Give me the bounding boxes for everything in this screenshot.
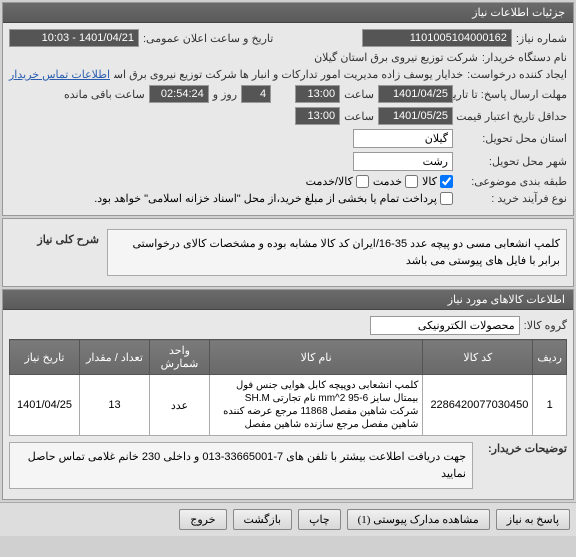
row-validity: حداقل تاریخ اعتبار قیمت تا تاریخ: 1401/0… (9, 107, 567, 125)
goods-table: ردیف کد کالا نام کالا واحد شمارش تعداد /… (9, 339, 567, 436)
goods-panel: اطلاعات کالاهای مورد نیاز گروه کالا: محص… (2, 289, 574, 500)
buyer-label: نام دستگاه خریدار: (482, 51, 567, 64)
contact-link[interactable]: اطلاعات تماس خریدار (9, 68, 110, 81)
remain-time: 02:54:24 (149, 85, 209, 103)
province-label: استان محل تحویل: (457, 132, 567, 145)
remain-days-label: روز و (213, 88, 237, 101)
table-row[interactable]: 1 2286420077030450 کلمپ انشعابی دوپیچه ک… (10, 375, 567, 436)
cell-name: کلمپ انشعابی دوپیچه کابل هوایی جنس فول ب… (210, 375, 423, 436)
row-process: نوع فرآیند خرید : پرداخت تمام یا بخشی از… (9, 192, 567, 205)
city-value: رشت (353, 152, 453, 171)
notes-text: جهت دریافت اطلاعت بیشتر با تلفن های 7-33… (9, 442, 473, 489)
back-button[interactable]: بازگشت (233, 509, 293, 530)
group-label: گروه کالا: (524, 319, 567, 332)
buyer-value: شرکت توزیع نیروی برق استان گیلان (314, 51, 478, 64)
row-city: شهر محل تحویل: رشت (9, 152, 567, 171)
th-date: تاریخ نیاز (10, 340, 80, 375)
validity-date: 1401/05/25 (378, 107, 453, 125)
main-panel-title: جزئیات اطلاعات نیاز (3, 3, 573, 23)
reply-button[interactable]: پاسخ به نیاز (496, 509, 570, 530)
cell-unit: عدد (150, 375, 210, 436)
row-notes: توضیحات خریدار: جهت دریافت اطلاعت بیشتر … (9, 442, 567, 489)
validity-label: حداقل تاریخ اعتبار قیمت تا تاریخ: (457, 110, 567, 123)
notes-label: توضیحات خریدار: (477, 442, 567, 455)
cell-code: 2286420077030450 (423, 375, 533, 436)
remain-suffix: ساعت باقی مانده (64, 88, 145, 101)
deadline-time: 13:00 (295, 85, 340, 103)
chk-both-input[interactable] (356, 175, 369, 188)
creator-value: خدایار یوسف زاده مدیریت امور تدارکات و ا… (114, 68, 463, 81)
row-creator: ایجاد کننده درخواست: خدایار یوسف زاده مد… (9, 68, 567, 81)
th-code: کد کالا (423, 340, 533, 375)
table-header-row: ردیف کد کالا نام کالا واحد شمارش تعداد /… (10, 340, 567, 375)
needs-label: طبقه بندی موضوعی: (457, 175, 567, 188)
chk-process[interactable]: پرداخت تمام یا بخشی از مبلغ خرید،از محل … (94, 192, 453, 205)
desc-text: کلمپ انشعابی مسی دو پیچه عدد 35-16/ایران… (107, 229, 567, 276)
cell-qty: 13 (80, 375, 150, 436)
button-bar: پاسخ به نیاز مشاهده مدارک پیوستی (1) چاپ… (0, 502, 576, 536)
cell-idx: 1 (533, 375, 567, 436)
details-body: شماره نیاز: 1101005104000162 تاریخ و ساع… (3, 23, 573, 215)
chk-service-input[interactable] (405, 175, 418, 188)
goods-panel-title: اطلاعات کالاهای مورد نیاز (3, 290, 573, 310)
print-button[interactable]: چاپ (298, 509, 341, 530)
row-deadline: مهلت ارسال پاسخ: تا تاریخ: 1401/04/25 سا… (9, 85, 567, 103)
creator-label: ایجاد کننده درخواست: (467, 68, 567, 81)
desc-panel: کلمپ انشعابی مسی دو پیچه عدد 35-16/ایران… (2, 218, 574, 287)
th-idx: ردیف (533, 340, 567, 375)
deadline-time-lbl: ساعت (344, 88, 374, 101)
chk-process-input[interactable] (440, 192, 453, 205)
exit-button[interactable]: خروج (179, 509, 226, 530)
process-label: نوع فرآیند خرید : (457, 192, 567, 205)
row-need-number: شماره نیاز: 1101005104000162 تاریخ و ساع… (9, 29, 567, 47)
announce-label: تاریخ و ساعت اعلان عمومی: (143, 32, 273, 45)
row-classification: طبقه بندی موضوعی: کالا خدمت کالا/خدمت (9, 175, 567, 188)
desc-title: شرح کلی نیاز (9, 225, 99, 246)
province-value: گیلان (353, 129, 453, 148)
chk-service[interactable]: خدمت (373, 175, 418, 188)
row-group: گروه کالا: محصولات الکترونیکی (9, 316, 567, 335)
row-buyer: نام دستگاه خریدار: شرکت توزیع نیروی برق … (9, 51, 567, 64)
deadline-date: 1401/04/25 (378, 85, 453, 103)
group-value: محصولات الکترونیکی (370, 316, 520, 335)
chk-both[interactable]: کالا/خدمت (306, 175, 369, 188)
th-name: نام کالا (210, 340, 423, 375)
th-unit: واحد شمارش (150, 340, 210, 375)
attachments-button[interactable]: مشاهده مدارک پیوستی (1) (347, 509, 490, 530)
need-number-label: شماره نیاز: (516, 32, 567, 45)
need-number-value: 1101005104000162 (362, 29, 512, 47)
validity-time: 13:00 (295, 107, 340, 125)
cell-date: 1401/04/25 (10, 375, 80, 436)
announce-value: 1401/04/21 - 10:03 (9, 29, 139, 47)
validity-time-lbl: ساعت (344, 110, 374, 123)
row-province: استان محل تحویل: گیلان (9, 129, 567, 148)
chk-goods[interactable]: کالا (422, 175, 453, 188)
main-panel: جزئیات اطلاعات نیاز شماره نیاز: 11010051… (2, 2, 574, 216)
city-label: شهر محل تحویل: (457, 155, 567, 168)
th-qty: تعداد / مقدار (80, 340, 150, 375)
chk-goods-input[interactable] (440, 175, 453, 188)
remain-days: 4 (241, 85, 271, 103)
deadline-label: مهلت ارسال پاسخ: تا تاریخ: (457, 88, 567, 101)
